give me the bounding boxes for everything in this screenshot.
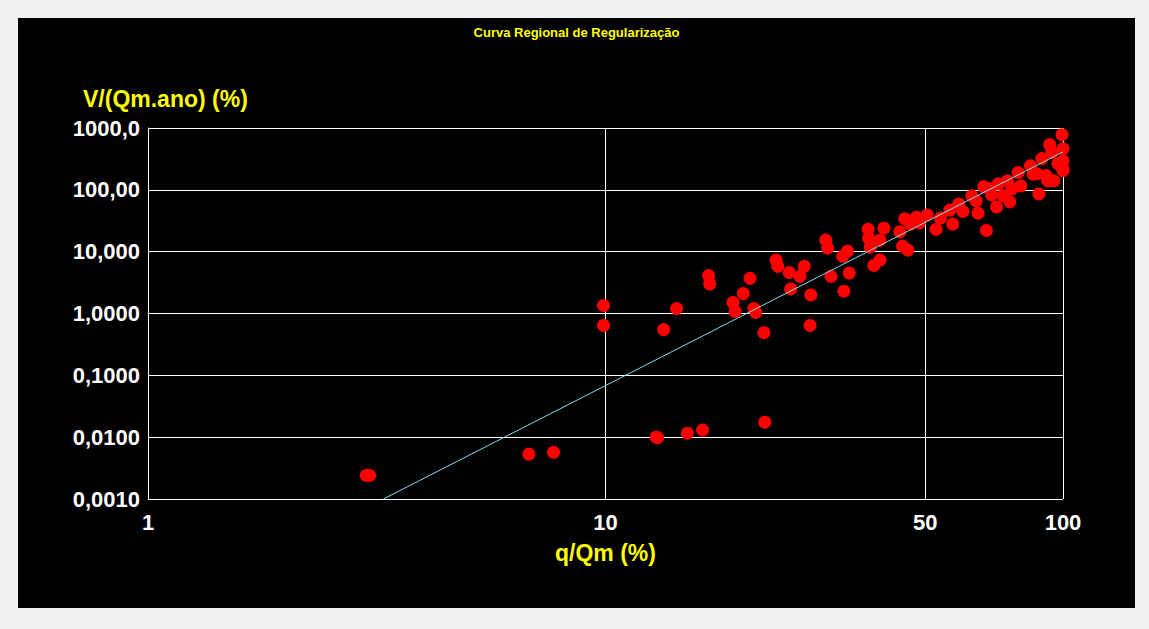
- svg-text:0,0100: 0,0100: [73, 425, 140, 450]
- svg-text:V/(Qm.ano) (%): V/(Qm.ano) (%): [83, 86, 248, 112]
- svg-text:0,0010: 0,0010: [73, 487, 140, 512]
- svg-text:10: 10: [593, 510, 617, 535]
- svg-text:Curva Regional de Regularizaçã: Curva Regional de Regularização: [474, 25, 680, 40]
- svg-text:50: 50: [913, 510, 937, 535]
- svg-text:1000,0: 1000,0: [73, 116, 140, 141]
- svg-text:10,000: 10,000: [73, 239, 140, 264]
- svg-text:0,1000: 0,1000: [73, 363, 140, 388]
- svg-text:1: 1: [142, 510, 154, 535]
- svg-text:100,00: 100,00: [73, 177, 140, 202]
- svg-text:100: 100: [1045, 510, 1082, 535]
- svg-text:q/Qm (%): q/Qm (%): [555, 540, 656, 566]
- svg-text:1,0000: 1,0000: [73, 301, 140, 326]
